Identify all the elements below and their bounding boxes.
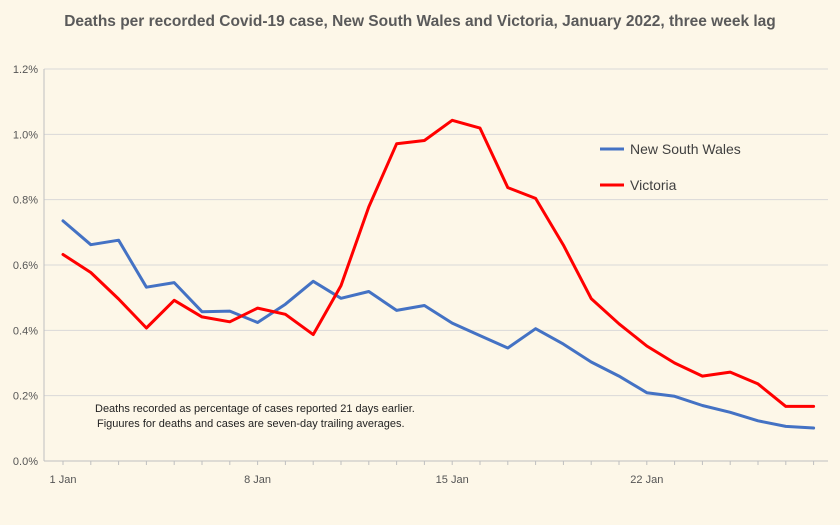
series-line-nsw bbox=[61, 219, 816, 430]
chart-title: Deaths per recorded Covid-19 case, New S… bbox=[64, 13, 776, 30]
annotation-line-2: Figuures for deaths and cases are seven-… bbox=[97, 418, 405, 430]
y-tick-label-4: 0.8% bbox=[13, 195, 38, 207]
y-tick-label-0: 0.0% bbox=[13, 456, 38, 468]
y-tick-label-6: 1.2% bbox=[13, 64, 38, 76]
y-tick-label-5: 1.0% bbox=[13, 129, 38, 141]
x-tick-label-2: 15 Jan bbox=[436, 474, 469, 486]
x-tick-label-3: 22 Jan bbox=[630, 474, 663, 486]
x-tick-label-1: 8 Jan bbox=[244, 474, 271, 486]
legend-label-vic: Victoria bbox=[630, 177, 677, 193]
series-line-vic bbox=[61, 118, 816, 408]
y-tick-label-2: 0.4% bbox=[13, 325, 38, 337]
legend-label-nsw: New South Wales bbox=[630, 141, 741, 157]
y-tick-label-1: 0.2% bbox=[13, 391, 38, 403]
annotation-line-1: Deaths recorded as percentage of cases r… bbox=[95, 403, 415, 415]
x-tick-label-0: 1 Jan bbox=[50, 474, 77, 486]
y-tick-label-3: 0.6% bbox=[13, 260, 38, 272]
